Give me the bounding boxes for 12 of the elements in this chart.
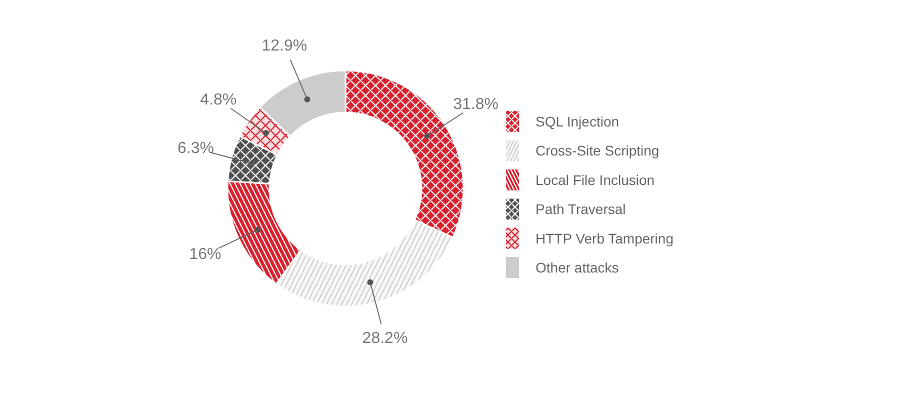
data-label: 6.3%: [178, 140, 214, 158]
legend-label: HTTP Verb Tampering: [536, 230, 674, 246]
legend-label: Cross-Site Scripting: [536, 142, 660, 159]
data-label: 28.2%: [362, 330, 408, 347]
data-label: 12.9%: [262, 38, 308, 55]
data-label: 4.8%: [200, 91, 237, 108]
legend-label: Path Traversal: [536, 201, 626, 218]
legend-label: Local File Inclusion: [536, 172, 655, 188]
legend-label: SQL Injection: [536, 114, 620, 130]
legend-label: Other attacks: [536, 260, 619, 276]
data-label: 16%: [189, 246, 222, 263]
data-label: 31.8%: [453, 96, 499, 114]
